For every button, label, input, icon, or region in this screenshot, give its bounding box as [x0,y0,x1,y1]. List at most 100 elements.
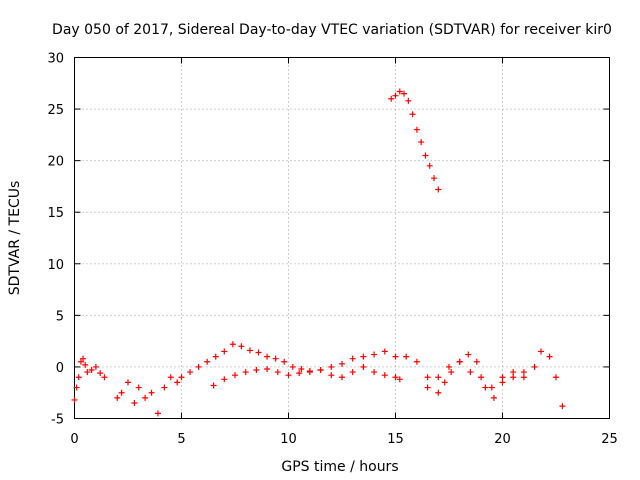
data-point-cluster-b [229,341,236,348]
data-point-cluster-f [488,384,495,391]
data-point-cluster-e [413,358,420,365]
data-point-cluster-e [448,369,455,376]
data-point-cluster-a [77,358,84,365]
data-point-cluster-b [154,410,161,417]
data-point-cluster-c [253,367,260,374]
data-point-cluster-c [339,374,345,381]
data-point-cluster-c [221,376,228,383]
data-point-cluster-e [520,374,527,381]
data-point-cluster-e [473,358,480,365]
data-point-cluster-b [371,351,378,358]
data-point-cluster-f [446,363,452,370]
plot-frame [74,57,610,419]
x-tick-label: 5 [177,432,185,447]
data-point-cluster-f [478,374,485,381]
data-point-cluster-b [328,363,335,370]
data-point-cluster-c [274,369,281,376]
data-point-cluster-b [212,353,219,360]
data-point-cluster-e [490,394,497,401]
data-point-cluster-b [161,384,168,391]
data-point-cluster-f [424,384,431,391]
data-point-cluster-b [339,360,345,367]
data-point-cluster-f [435,374,442,381]
data-point-cluster-f [510,374,517,381]
data-point-cluster-a [101,374,108,381]
data-point-cluster-b [381,348,388,355]
data-point-cluster-d [431,175,438,182]
data-point-cluster-b [281,358,288,365]
data-point-cluster-c [317,367,324,374]
data-point-cluster-e [403,353,410,360]
data-point-cluster-c [264,365,271,372]
data-point-cluster-e [531,363,538,370]
data-point-cluster-b [238,343,245,350]
data-point-cluster-b [135,384,142,391]
y-tick-label: 20 [47,155,64,170]
y-tick-label: 10 [47,258,64,273]
data-point-cluster-f [520,369,527,376]
data-point-cluster-a [71,396,78,403]
data-point-cluster-d [405,97,412,104]
data-point-cluster-b [272,355,279,362]
data-point-cluster-b [221,348,228,355]
data-point-cluster-b [118,389,125,396]
data-point-cluster-c [360,363,367,370]
data-point-cluster-c [396,376,403,383]
data-point-cluster-e [482,384,489,391]
data-point-cluster-d [409,111,416,118]
data-point-cluster-d [388,95,395,102]
data-point-cluster-c [296,370,303,377]
chart-title: Day 050 of 2017, Sidereal Day-to-day VTE… [52,22,612,38]
data-point-cluster-b [298,365,305,372]
data-point-cluster-a [82,361,89,368]
data-point-cluster-e [465,351,472,358]
data-point-cluster-c [210,382,217,389]
y-tick-label: 5 [56,309,64,324]
data-point-cluster-c [328,372,335,379]
y-tick-label: -5 [51,413,64,428]
data-point-cluster-c [285,372,292,379]
data-point-cluster-b [174,379,181,386]
y-tick-label: 30 [47,52,64,67]
data-point-cluster-b [349,355,356,362]
data-point-cluster-e [553,374,559,381]
x-tick-labels: 0 5 10 15 20 25 [70,432,617,447]
data-point-cluster-b [178,374,185,381]
data-point-cluster-e [510,369,517,376]
y-axis-label: SDTVAR / TECUs [7,181,23,296]
data-point-cluster-d [418,139,425,146]
data-point-cluster-b [246,347,253,354]
data-points [71,88,566,417]
data-point-cluster-a [75,374,82,381]
y-tick-label: 15 [47,206,64,221]
data-point-cluster-c [371,369,378,376]
data-point-cluster-b [289,363,296,370]
data-point-cluster-b [167,374,174,381]
data-point-cluster-a [97,370,104,377]
data-point-cluster-b [204,358,211,365]
data-point-cluster-d [413,126,420,133]
data-point-cluster-a [92,363,99,370]
y-tick-labels: -5 0 5 10 15 20 25 30 [47,52,64,428]
data-point-cluster-b [114,394,121,401]
data-point-cluster-c [392,374,399,381]
data-point-cluster-a [80,355,87,362]
data-point-cluster-d [422,152,429,159]
data-point-cluster-e [441,379,448,386]
data-point-cluster-c [232,372,238,379]
data-point-cluster-e [424,374,431,381]
data-point-cluster-c [306,368,313,375]
data-point-cluster-d [435,186,442,193]
data-point-cluster-e [435,389,442,396]
data-point-cluster-e [559,403,566,410]
data-point-cluster-b [142,394,149,401]
data-point-cluster-e [499,374,506,381]
x-tick-label: 10 [280,432,297,447]
data-point-cluster-d [426,162,433,169]
data-point-cluster-e [538,348,545,355]
data-point-cluster-a [88,367,95,374]
data-point-cluster-c [349,369,356,376]
data-point-cluster-b [392,353,399,360]
x-tick-label: 0 [70,432,78,447]
